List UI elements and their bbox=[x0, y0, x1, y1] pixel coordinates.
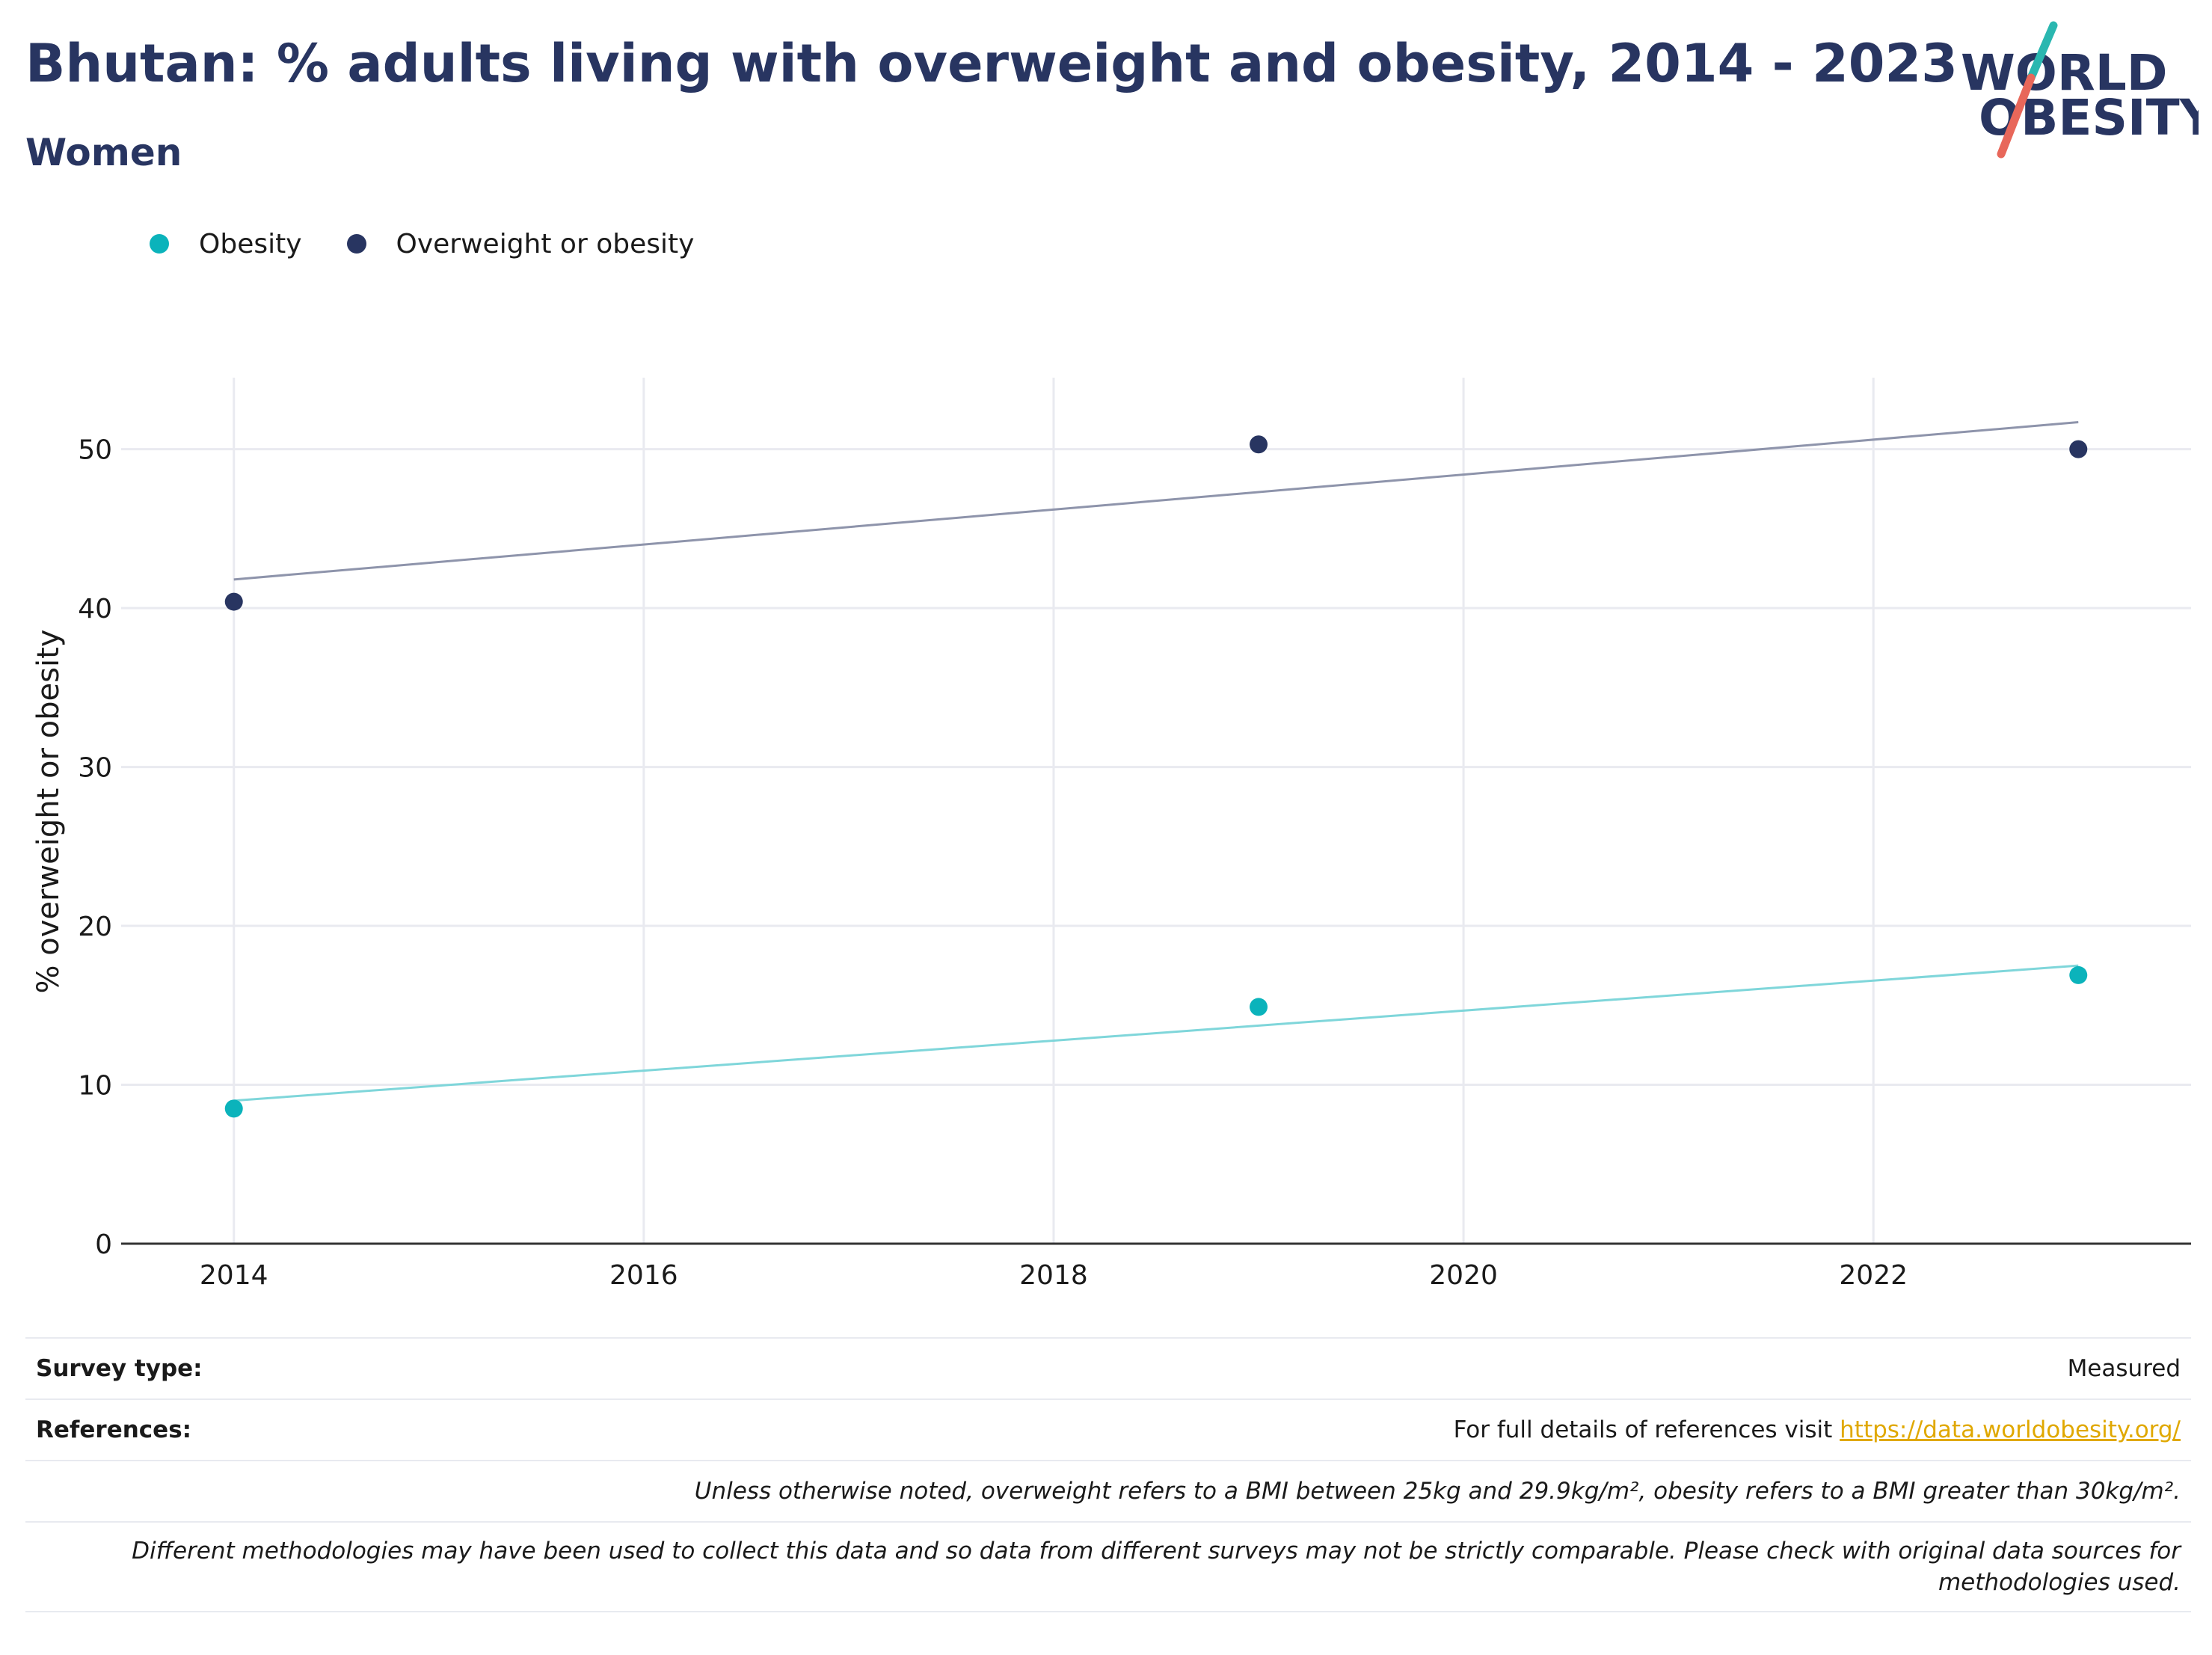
y-axis-label: % overweight or obesity bbox=[31, 630, 66, 994]
footer-row-bmi-note: Unless otherwise noted, overweight refer… bbox=[25, 1460, 2191, 1521]
data-points bbox=[224, 435, 2088, 1118]
point-overweight-or-obesity-2014[interactable] bbox=[224, 592, 243, 611]
chart-subtitle: Women bbox=[25, 131, 182, 174]
legend-dot-obesity bbox=[150, 234, 169, 254]
y-tick-label-50: 50 bbox=[78, 435, 112, 466]
y-tick-label-40: 40 bbox=[78, 594, 112, 624]
legend-label-overweight-or-obesity: Overweight or obesity bbox=[396, 228, 695, 260]
logo-slash-top bbox=[2027, 21, 2058, 82]
chart-title: Bhutan: % adults living with overweight … bbox=[25, 33, 1958, 94]
bmi-definition-note: Unless otherwise noted, overweight refer… bbox=[694, 1478, 2181, 1505]
footer-row-survey-type: Survey type: Measured bbox=[25, 1337, 2191, 1398]
legend-label-obesity: Obesity bbox=[199, 228, 302, 260]
grid-lines bbox=[121, 378, 2191, 1244]
x-tick-label-2022: 2022 bbox=[1839, 1260, 1908, 1291]
references-text: For full details of references visit bbox=[1453, 1416, 1840, 1443]
footer-row-methodology-note: Different methodologies may have been us… bbox=[25, 1521, 2191, 1612]
legend-item-obesity[interactable]: Obesity bbox=[150, 229, 302, 260]
logo-word-world: WORLD bbox=[1961, 44, 2168, 102]
point-overweight-or-obesity-2019[interactable] bbox=[1250, 435, 1268, 454]
trendlines bbox=[233, 420, 2079, 1102]
logo-slash-bottom bbox=[1997, 73, 2036, 159]
world-obesity-logo: WORLD OBESITY bbox=[1961, 21, 2199, 159]
legend-dot-overweight-or-obesity bbox=[346, 234, 366, 254]
references-label: References: bbox=[36, 1416, 192, 1443]
methodology-note: Different methodologies may have been us… bbox=[132, 1538, 2181, 1596]
trendline-obesity bbox=[233, 964, 2079, 1102]
footer-row-references: References: For full details of referenc… bbox=[25, 1398, 2191, 1460]
y-tick-label-30: 30 bbox=[78, 753, 112, 784]
x-tick-label-2018: 2018 bbox=[1019, 1260, 1088, 1291]
references-link[interactable]: https://data.worldobesity.org/ bbox=[1840, 1416, 2181, 1443]
legend-item-overweight-or-obesity[interactable]: Overweight or obesity bbox=[346, 228, 695, 260]
scatter-chart: 2014 2016 2018 2020 2022 0 10 20 30 40 50 % overwe… bbox=[31, 378, 2191, 1291]
survey-type-value: Measured bbox=[2067, 1355, 2181, 1382]
y-tick-label-20: 20 bbox=[78, 912, 112, 942]
point-overweight-or-obesity-2023[interactable] bbox=[2069, 440, 2088, 458]
footer-table: Survey type: Measured References: For fu… bbox=[25, 1337, 2191, 1612]
point-obesity-2023[interactable] bbox=[2069, 965, 2088, 984]
y-tick-label-0: 0 bbox=[95, 1229, 112, 1260]
legend: Obesity Overweight or obesity bbox=[150, 226, 739, 262]
point-obesity-2019[interactable] bbox=[1250, 998, 1268, 1016]
y-tick-label-10: 10 bbox=[78, 1071, 112, 1102]
x-tick-label-2014: 2014 bbox=[200, 1260, 268, 1291]
trendline-overweight-or-obesity bbox=[233, 420, 2079, 581]
x-tick-label-2016: 2016 bbox=[609, 1260, 678, 1291]
survey-type-label: Survey type: bbox=[36, 1355, 203, 1382]
x-tick-label-2020: 2020 bbox=[1429, 1260, 1498, 1291]
point-obesity-2014[interactable] bbox=[224, 1099, 243, 1118]
axes: 2014 2016 2018 2020 2022 0 10 20 30 40 50 bbox=[78, 435, 2191, 1291]
references-value: For full details of references visit htt… bbox=[1454, 1416, 2181, 1443]
